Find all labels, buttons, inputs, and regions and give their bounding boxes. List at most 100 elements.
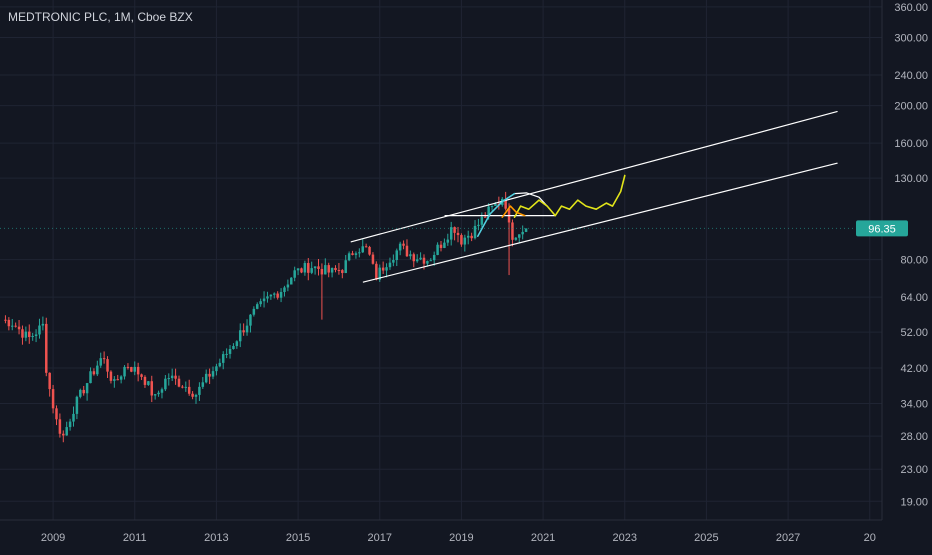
candle-body <box>426 261 429 264</box>
candle-body <box>364 246 368 248</box>
candle-body <box>286 284 290 288</box>
candle-body <box>55 408 58 420</box>
y-tick-label: 360.00 <box>894 2 928 14</box>
x-tick-label: 2025 <box>694 532 718 544</box>
candle-body <box>28 331 31 338</box>
candle-body <box>341 270 344 274</box>
candle-body <box>177 378 181 387</box>
candle-body <box>235 341 239 347</box>
candle-body <box>249 314 252 326</box>
candle-body <box>106 359 109 372</box>
candle-body <box>238 330 242 342</box>
candle-body <box>160 389 164 393</box>
candle-body <box>429 260 433 262</box>
candle-body <box>388 262 392 268</box>
y-tick-label: 23.00 <box>900 464 928 476</box>
candle-body <box>504 198 507 209</box>
candle-body <box>381 267 385 271</box>
candle-body <box>136 366 140 375</box>
candle-body <box>184 386 188 388</box>
candle-body <box>96 365 99 375</box>
candle-body <box>85 383 89 394</box>
candle-body <box>358 252 361 254</box>
candle-body <box>164 378 167 390</box>
candle-body <box>187 386 191 394</box>
candle-body <box>232 346 235 349</box>
candle-body <box>283 287 286 292</box>
candle-body <box>157 392 160 395</box>
candle-body <box>126 366 130 368</box>
candle-body <box>276 293 279 298</box>
candle-body <box>228 348 232 354</box>
candle-body <box>378 267 381 280</box>
y-tick-label: 80.00 <box>900 255 928 267</box>
y-tick-label: 28.00 <box>900 431 928 443</box>
candle-body <box>147 381 150 385</box>
candle-body <box>170 375 174 379</box>
candle-body <box>273 293 276 295</box>
candle-body <box>313 266 317 269</box>
candle-body <box>4 319 7 321</box>
candle-body <box>439 244 443 248</box>
candle-body <box>198 386 201 395</box>
candle-body <box>242 330 245 333</box>
candle-body <box>487 206 490 217</box>
candle-body <box>436 244 439 255</box>
candle-body <box>194 394 198 397</box>
candle-body <box>330 267 334 273</box>
y-tick-label: 200.00 <box>894 101 928 113</box>
candle-body <box>75 396 79 414</box>
candle-body <box>293 270 296 278</box>
candle-body <box>279 291 283 298</box>
candle-body <box>92 371 96 375</box>
candle-body <box>31 336 34 338</box>
last-price-label: 96.35 <box>868 223 896 235</box>
candle-body <box>62 433 65 436</box>
candle-body <box>7 319 11 327</box>
candle-body <box>51 389 55 409</box>
candle-body <box>153 394 157 396</box>
x-tick-label: 2015 <box>286 532 310 544</box>
candle-body <box>252 308 256 315</box>
candle-body <box>38 325 41 335</box>
candle-body <box>398 243 402 251</box>
x-tick-label: 2023 <box>613 532 637 544</box>
candle-body <box>140 374 143 377</box>
candle-body <box>290 277 293 285</box>
candle-body <box>409 254 412 257</box>
x-tick-label: 2009 <box>41 532 65 544</box>
candle-body <box>415 259 419 262</box>
y-tick-label: 34.00 <box>900 398 928 410</box>
candle-body <box>490 206 494 208</box>
candle-body <box>453 227 456 233</box>
candle-body <box>460 235 463 245</box>
candle-body <box>449 227 453 240</box>
candle-body <box>375 263 378 280</box>
candle-body <box>422 257 426 264</box>
candle-body <box>123 366 126 377</box>
candle-body <box>514 237 518 240</box>
candle-body <box>82 389 85 394</box>
chart-title: MEDTRONIC PLC, 1M, Cboe BZX <box>8 10 193 24</box>
candle-body <box>113 379 116 381</box>
candle-body <box>48 372 51 390</box>
candle-body <box>344 260 347 274</box>
x-tick-label: 2019 <box>449 532 473 544</box>
orange-projection-path <box>501 205 526 218</box>
candle-body <box>480 216 484 225</box>
candle-body <box>371 254 375 264</box>
candle-body <box>181 386 184 388</box>
candle-body <box>432 254 436 261</box>
x-tick-label: 2021 <box>531 532 555 544</box>
candle-body <box>463 237 467 245</box>
candle-body <box>58 419 62 434</box>
candle-body <box>89 371 92 384</box>
last-price-badge <box>856 220 908 237</box>
y-tick-label: 52.00 <box>900 327 928 339</box>
candle-body <box>191 393 194 397</box>
candle-body <box>324 265 327 275</box>
candle-body <box>402 243 405 246</box>
channel-lower-line <box>362 162 838 283</box>
